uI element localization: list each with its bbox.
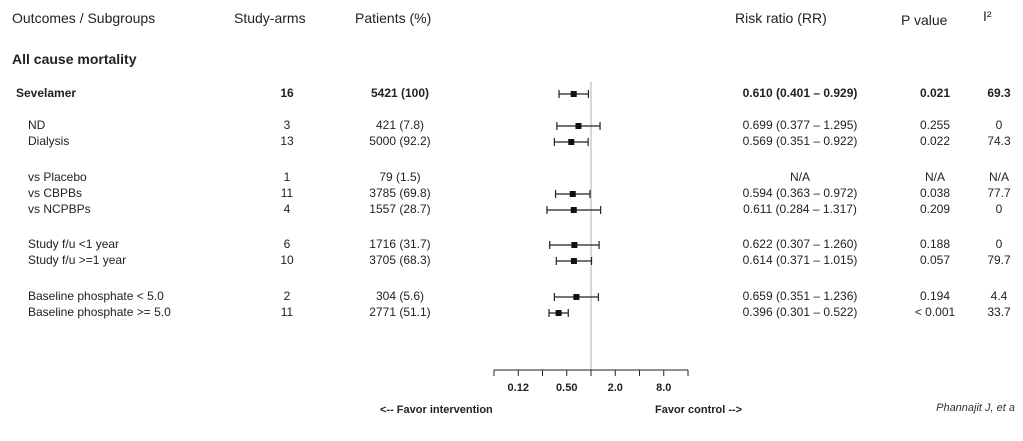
row-p-value: 0.022 (919, 134, 951, 148)
row-label: vs NCPBPs (28, 202, 91, 216)
row-patients: 1557 (28.7) (369, 202, 431, 216)
x-tick-label: 0.50 (556, 382, 577, 394)
row-study-arms: 6 (283, 237, 291, 251)
row-label: Sevelamer (16, 86, 77, 100)
row-risk-ratio: 0.396 (0.301 – 0.522) (742, 305, 858, 319)
row-i2: 33.7 (987, 305, 1011, 319)
row-patients: 5000 (92.2) (369, 134, 431, 148)
row-p-value: 0.255 (919, 118, 951, 132)
row-study-arms: 11 (280, 186, 294, 200)
x-tick-label: 0.12 (508, 382, 529, 394)
row-risk-ratio: 0.659 (0.351 – 1.236) (742, 289, 858, 303)
row-risk-ratio: 0.610 (0.401 – 0.929) (742, 86, 858, 100)
row-i2: N/A (988, 170, 1010, 184)
row-label: Baseline phosphate >= 5.0 (28, 305, 171, 319)
header-patients: Patients (%) (355, 10, 432, 26)
row-risk-ratio: 0.611 (0.284 – 1.317) (743, 202, 857, 216)
row-p-value: 0.057 (919, 253, 951, 267)
row-patients: 421 (7.8) (375, 118, 425, 132)
point-estimate (570, 258, 577, 264)
row-study-arms: 4 (283, 202, 291, 216)
row-i2: 4.4 (990, 289, 1008, 303)
point-estimate (555, 310, 562, 316)
row-i2: 0 (995, 202, 1003, 216)
row-p-value: N/A (924, 170, 946, 184)
citation: Phannajit J, et a (936, 402, 1015, 414)
point-estimate (571, 242, 578, 248)
row-risk-ratio: N/A (789, 170, 811, 184)
row-patients: 5421 (100) (370, 86, 430, 100)
point-estimate (570, 91, 577, 97)
row-i2: 69.3 (987, 86, 1011, 100)
header-risk-ratio: Risk ratio (RR) (735, 10, 827, 26)
row-p-value: < 0.001 (914, 305, 956, 319)
row-i2: 79.7 (987, 253, 1011, 267)
row-patients: 1716 (31.7) (369, 237, 431, 251)
row-risk-ratio: 0.699 (0.377 – 1.295) (742, 118, 858, 132)
row-p-value: 0.194 (919, 289, 951, 303)
row-risk-ratio: 0.594 (0.363 – 0.972) (742, 186, 858, 200)
point-estimate (568, 139, 575, 145)
row-label: vs Placebo (28, 170, 87, 184)
point-estimate (575, 123, 582, 129)
row-study-arms: 16 (280, 86, 294, 100)
point-estimate (570, 207, 577, 213)
row-p-value: 0.209 (919, 202, 951, 216)
row-patients: 3705 (68.3) (369, 253, 431, 267)
row-p-value: 0.021 (919, 86, 951, 100)
row-study-arms: 13 (280, 134, 294, 148)
header-p-value: P value (901, 12, 948, 28)
row-patients: 304 (5.6) (375, 289, 425, 303)
row-i2: 0 (995, 237, 1003, 251)
row-i2: 0 (995, 118, 1003, 132)
row-label: Baseline phosphate < 5.0 (28, 289, 164, 303)
row-patients: 2771 (51.1) (369, 305, 431, 319)
x-tick-label: 2.0 (608, 382, 623, 394)
row-i2: 77.7 (987, 186, 1011, 200)
row-risk-ratio: 0.569 (0.351 – 0.922) (742, 134, 858, 148)
row-risk-ratio: 0.622 (0.307 – 1.260) (742, 237, 858, 251)
row-study-arms: 3 (283, 118, 291, 132)
header-outcomes: Outcomes / Subgroups (12, 10, 156, 26)
header-study-arms: Study-arms (234, 10, 306, 26)
x-tick-label: 8.0 (656, 382, 671, 394)
row-label: Study f/u >=1 year (28, 253, 127, 267)
row-study-arms: 11 (280, 305, 294, 319)
row-i2: 74.3 (987, 134, 1011, 148)
row-patients: 3785 (69.8) (369, 186, 431, 200)
point-estimate (569, 191, 576, 197)
row-label: ND (28, 118, 46, 132)
row-patients: 79 (1.5) (379, 170, 421, 184)
favor-control-label: Favor control --> (655, 404, 743, 416)
point-estimate (573, 294, 580, 300)
row-label: Study f/u <1 year (28, 237, 120, 251)
favor-intervention-label: <-- Favor intervention (380, 404, 493, 416)
row-p-value: 0.188 (919, 237, 951, 251)
row-label: vs CBPBs (28, 186, 83, 200)
row-study-arms: 10 (280, 253, 294, 267)
row-risk-ratio: 0.614 (0.371 – 1.015) (742, 253, 858, 267)
row-study-arms: 1 (283, 170, 291, 184)
section-title: All cause mortality (12, 51, 137, 67)
row-label: Dialysis (28, 134, 70, 148)
header-i2: I² (983, 8, 992, 24)
row-p-value: 0.038 (919, 186, 951, 200)
row-study-arms: 2 (283, 289, 291, 303)
